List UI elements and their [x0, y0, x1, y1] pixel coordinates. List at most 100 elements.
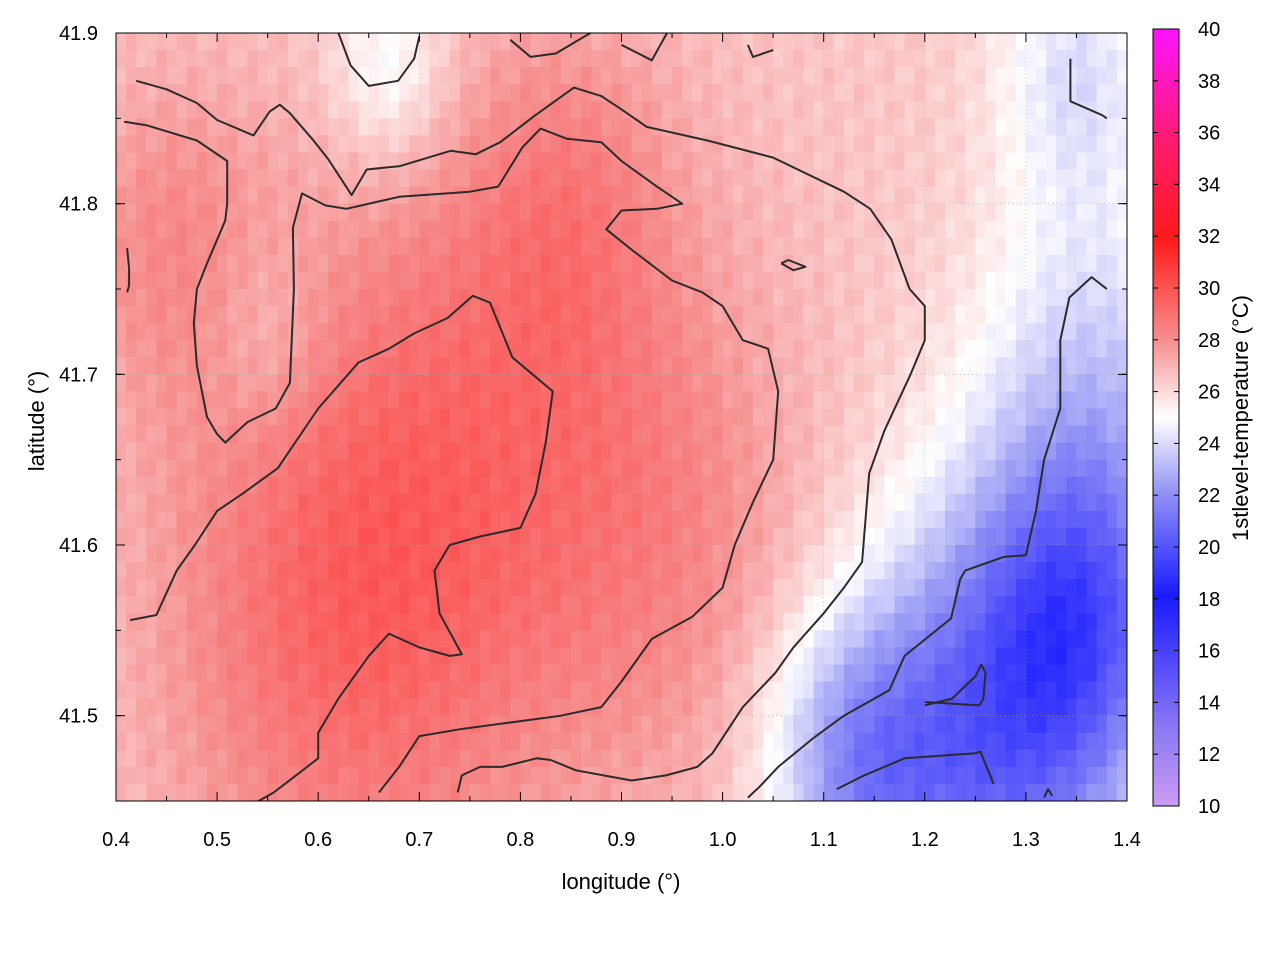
heatmap-cell [752, 527, 764, 546]
colorbar-tick-label: 32 [1198, 226, 1220, 248]
heatmap-cell [166, 425, 178, 444]
heatmap-cell [449, 476, 461, 495]
heatmap-cell [843, 254, 855, 273]
heatmap-cell [237, 681, 249, 700]
heatmap-cell [176, 630, 188, 648]
heatmap-cell [459, 766, 471, 785]
heatmap-cell [540, 357, 552, 375]
heatmap-cell [651, 698, 663, 717]
heatmap-cell [712, 579, 724, 597]
heatmap-cell [843, 357, 855, 375]
heatmap-cell [227, 33, 238, 51]
heatmap-cell [439, 681, 451, 700]
heatmap-cell [399, 237, 410, 256]
heatmap-cell [965, 732, 976, 751]
heatmap-cell [1116, 391, 1127, 410]
heatmap-cell [833, 220, 845, 239]
heatmap-cell [611, 84, 623, 102]
heatmap-cell [803, 698, 815, 717]
heatmap-cell [651, 732, 663, 751]
heatmap-cell [1036, 391, 1047, 410]
heatmap-cell [449, 664, 461, 683]
heatmap-cell [399, 766, 410, 785]
heatmap-cell [116, 664, 127, 683]
heatmap-cell [955, 340, 966, 358]
heatmap-cell [459, 664, 471, 683]
heatmap-cell [631, 135, 643, 154]
heatmap-cell [651, 715, 663, 734]
heatmap-cell [459, 186, 471, 205]
heatmap-cell [409, 306, 420, 324]
heatmap-cell [1076, 33, 1088, 51]
heatmap-cell [176, 135, 188, 154]
heatmap-cell [308, 527, 319, 546]
heatmap-cell [722, 101, 734, 119]
heatmap-cell [388, 203, 400, 222]
heatmap-cell [661, 203, 673, 222]
heatmap-cell [803, 289, 815, 307]
heatmap-cell [287, 340, 299, 358]
x-tick-label: 1.4 [1113, 829, 1141, 851]
heatmap-cell [328, 408, 340, 427]
heatmap-cell [742, 50, 754, 68]
heatmap-cell [803, 271, 815, 290]
heatmap-cell [823, 186, 835, 205]
heatmap-cell [833, 50, 845, 68]
heatmap-cell [742, 630, 754, 648]
heatmap-cell [833, 306, 845, 324]
heatmap-cell [803, 340, 815, 358]
heatmap-cell [1076, 67, 1088, 85]
heatmap-cell [783, 271, 794, 290]
heatmap-cell [1096, 459, 1108, 478]
heatmap-cell [429, 664, 441, 683]
heatmap-cell [833, 562, 845, 580]
heatmap-cell [945, 681, 956, 700]
heatmap-cell [1036, 630, 1047, 648]
heatmap-cell [1005, 408, 1017, 427]
heatmap-cell [823, 749, 835, 768]
heatmap-cell [116, 596, 127, 614]
heatmap-cell [965, 442, 976, 461]
heatmap-cell [1015, 408, 1027, 427]
heatmap-cell [277, 271, 289, 290]
heatmap-cell [934, 562, 946, 580]
heatmap-cell [277, 510, 289, 529]
heatmap-cell [843, 749, 855, 768]
heatmap-cell [368, 118, 380, 136]
heatmap-cell [924, 289, 936, 307]
heatmap-cell [692, 271, 703, 290]
heatmap-cell [1015, 118, 1027, 136]
heatmap-cell [1025, 169, 1037, 188]
heatmap-cell [661, 545, 673, 563]
heatmap-cell [692, 340, 703, 358]
heatmap-cell [257, 186, 269, 205]
heatmap-cell [773, 562, 784, 580]
heatmap-cell [318, 152, 329, 171]
heatmap-cell [429, 220, 441, 239]
heatmap-cell [459, 715, 471, 734]
heatmap-cell [914, 357, 926, 375]
heatmap-cell [1106, 476, 1118, 495]
heatmap-cell [752, 101, 764, 119]
heatmap-cell [985, 562, 997, 580]
heatmap-cell [1056, 50, 1067, 68]
heatmap-cell [297, 186, 309, 205]
heatmap-cell [560, 562, 572, 580]
heatmap-cell [257, 732, 269, 751]
heatmap-cell [904, 630, 916, 648]
heatmap-cell [277, 783, 289, 801]
heatmap-cell [500, 545, 511, 563]
heatmap-cell [267, 67, 279, 85]
heatmap-cell [116, 527, 127, 546]
heatmap-cell [732, 664, 744, 683]
heatmap-cell [934, 374, 946, 392]
heatmap-cell [196, 698, 208, 717]
heatmap-cell [186, 783, 198, 801]
heatmap-cell [348, 664, 360, 683]
heatmap-cell [560, 459, 572, 478]
heatmap-cell [186, 647, 198, 666]
heatmap-cell [257, 271, 269, 290]
heatmap-cell [1076, 647, 1088, 666]
heatmap-cell [661, 510, 673, 529]
heatmap-cell [196, 681, 208, 700]
